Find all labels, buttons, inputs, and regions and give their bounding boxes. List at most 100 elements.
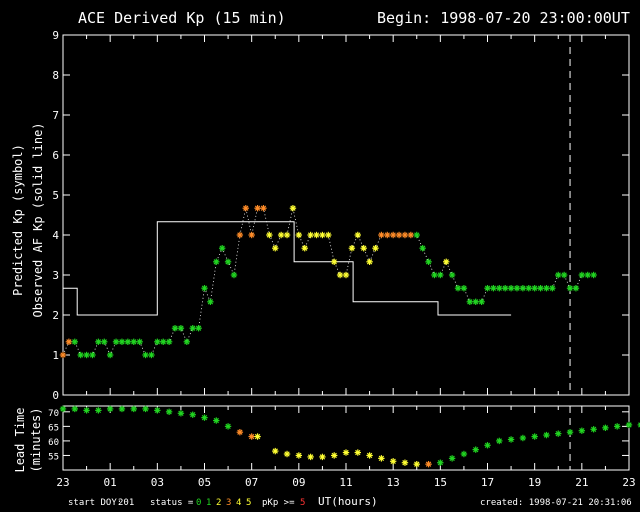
kp-point [496, 285, 503, 292]
kp-point [230, 271, 238, 279]
kp-point [395, 231, 403, 239]
kp-point [124, 338, 132, 345]
lead-point [118, 405, 126, 413]
lead-point [389, 458, 397, 465]
kp-point [501, 285, 509, 292]
x-axis-label: UT(hours) [318, 495, 378, 508]
lead-xtick-label: 05 [198, 476, 211, 489]
kp-point [348, 245, 356, 252]
kp-point [419, 245, 426, 252]
lead-point [201, 414, 208, 421]
kp-point [307, 231, 314, 239]
lead-point [531, 433, 538, 440]
lead-point [496, 437, 503, 445]
kp-point [378, 231, 385, 239]
kp-point [572, 285, 580, 292]
kp-point [142, 351, 149, 359]
kp-point [590, 271, 597, 279]
kp-point [177, 325, 185, 332]
kp-point [448, 271, 456, 279]
kp-point [77, 351, 84, 359]
kp-point [171, 325, 179, 332]
lead-point [307, 453, 314, 461]
lead-point [71, 405, 78, 413]
kp-ytick-label: 8 [52, 69, 59, 82]
lead-xtick-label: 13 [387, 476, 400, 489]
lead-point [354, 449, 361, 456]
lead-point [519, 434, 527, 442]
kp-point [443, 258, 450, 265]
kp-point [248, 231, 255, 239]
lead-point [602, 424, 609, 432]
lead-xtick-label: 07 [245, 476, 258, 489]
kp-point [484, 285, 491, 292]
lead-point [543, 431, 550, 439]
status-code: 0 [196, 498, 201, 508]
kp-point [519, 285, 527, 292]
lead-point [378, 455, 385, 462]
kp-point [195, 325, 202, 332]
ylabel-observed: Observed AF Kp (solid line) [31, 122, 45, 317]
kp-point [207, 298, 214, 305]
lead-point [413, 460, 420, 468]
lead-xtick-label: 23 [622, 476, 635, 489]
kp-point [437, 271, 444, 279]
lead-point [472, 446, 479, 453]
kp-point [130, 338, 137, 345]
lead-point [95, 407, 102, 414]
kp-point [331, 258, 338, 265]
kp-point [336, 271, 344, 279]
kp-point [372, 245, 379, 252]
kp-point [165, 338, 173, 345]
kp-point [507, 285, 515, 292]
kp-point [478, 298, 485, 305]
lead-point [448, 455, 456, 462]
kp-point [389, 231, 397, 239]
lead-ytick-label: 55 [48, 452, 59, 462]
kp-point [71, 338, 78, 345]
status-code: 5 [246, 498, 251, 508]
kp-point [325, 231, 332, 239]
chart-title: ACE Derived Kp (15 min) [78, 9, 286, 27]
lead-xtick-label: 23 [56, 476, 69, 489]
kp-point [525, 285, 532, 292]
lead-point [507, 436, 515, 443]
lead-xtick-label: 21 [575, 476, 588, 489]
kp-observed-line [63, 221, 512, 316]
kp-point [301, 245, 308, 252]
kp-point [83, 351, 90, 359]
created-stamp: created: 1998-07-21 20:31:06 [480, 498, 632, 508]
kp-point [201, 285, 208, 292]
lead-xtick-label: 03 [151, 476, 164, 489]
lead-xtick-label: 19 [528, 476, 541, 489]
lead-point [142, 405, 149, 413]
kp-point [283, 231, 291, 239]
kp-point [549, 285, 556, 292]
ylabel-lead: Lead Time (minutes) [13, 407, 43, 472]
start-doy-value: 201 [118, 498, 134, 508]
kp-ytick-label: 9 [52, 29, 59, 42]
status-code: 3 [226, 498, 231, 508]
kp-point [148, 351, 155, 359]
lead-point [213, 417, 220, 424]
begin-time: Begin: 1998-07-20 23:00:00UT [377, 9, 630, 27]
kp-point [460, 285, 468, 292]
lead-point [637, 422, 640, 428]
ylabel-lead-units: (minutes) [29, 407, 43, 472]
kp-point [160, 338, 167, 345]
kp-point [136, 338, 143, 345]
lead-point [460, 450, 468, 458]
kp-point [266, 231, 273, 239]
lead-xtick-label: 09 [292, 476, 305, 489]
kp-point [537, 285, 544, 292]
kp-ytick-label: 6 [52, 149, 59, 162]
kp-point [213, 258, 220, 265]
kp-point [106, 351, 114, 359]
kp-ytick-label: 7 [52, 109, 59, 122]
lead-point [59, 405, 67, 413]
kp-point [366, 258, 373, 265]
kp-point [189, 325, 196, 332]
lead-point [331, 452, 338, 459]
kp-ytick-label: 4 [52, 229, 59, 242]
